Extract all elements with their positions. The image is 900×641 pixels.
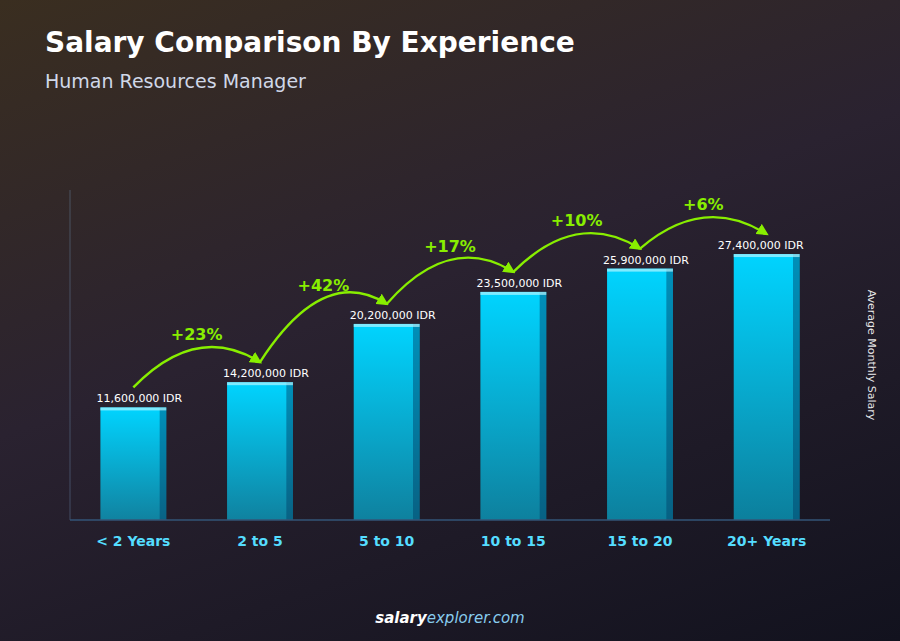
bar-side: [540, 292, 547, 520]
category-label: 20+ Years: [727, 533, 806, 549]
bar-top: [227, 382, 293, 385]
data-label: 20,200,000 IDR: [350, 309, 436, 322]
bar: [354, 324, 420, 520]
bar-top: [607, 269, 673, 272]
footer-part: salary: [375, 609, 428, 627]
footer: salaryexplorer.com: [375, 609, 524, 627]
bar-side: [286, 382, 293, 520]
growth-arrow: [260, 292, 387, 362]
bar: [607, 269, 673, 520]
bar-side: [413, 324, 420, 520]
annotation: +17%: [424, 237, 476, 256]
data-label: 23,500,000 IDR: [476, 277, 562, 290]
annotation: +23%: [171, 325, 223, 344]
growth-arrow: [640, 217, 767, 248]
bar: [227, 382, 293, 520]
bar-side: [793, 254, 800, 520]
annotation: +6%: [683, 195, 724, 214]
bar-side: [666, 269, 673, 520]
annotation: +42%: [297, 276, 349, 295]
chart: Salary Comparison By Experience Human Res…: [0, 0, 900, 641]
growth-arrow: [513, 233, 640, 272]
bar-top: [480, 292, 546, 295]
growth-arrow: [133, 347, 260, 387]
y-axis-label: Average Monthly Salary: [865, 290, 878, 421]
annotation: +10%: [551, 211, 603, 230]
category-label: 15 to 20: [607, 533, 672, 549]
bar: [100, 407, 166, 520]
title: Salary Comparison By Experience: [45, 26, 575, 59]
data-label: 27,400,000 IDR: [718, 239, 804, 252]
bar-side: [160, 407, 167, 520]
category-label: 10 to 15: [481, 533, 546, 549]
bar-top: [100, 407, 166, 410]
bar: [734, 254, 800, 520]
y-axis-line: [70, 190, 71, 520]
category-label: 5 to 10: [359, 533, 415, 549]
growth-arrow: [387, 258, 514, 304]
bar-top: [354, 324, 420, 327]
footer-part: explorer.com: [427, 609, 525, 627]
data-label: 11,600,000 IDR: [96, 392, 182, 405]
bar-top: [734, 254, 800, 257]
subtitle: Human Resources Manager: [45, 70, 306, 92]
data-label: 25,900,000 IDR: [603, 254, 689, 267]
data-label: 14,200,000 IDR: [223, 367, 309, 380]
baseline: [70, 519, 830, 521]
bar: [480, 292, 546, 520]
category-label: < 2 Years: [96, 533, 170, 549]
category-label: 2 to 5: [237, 533, 283, 549]
